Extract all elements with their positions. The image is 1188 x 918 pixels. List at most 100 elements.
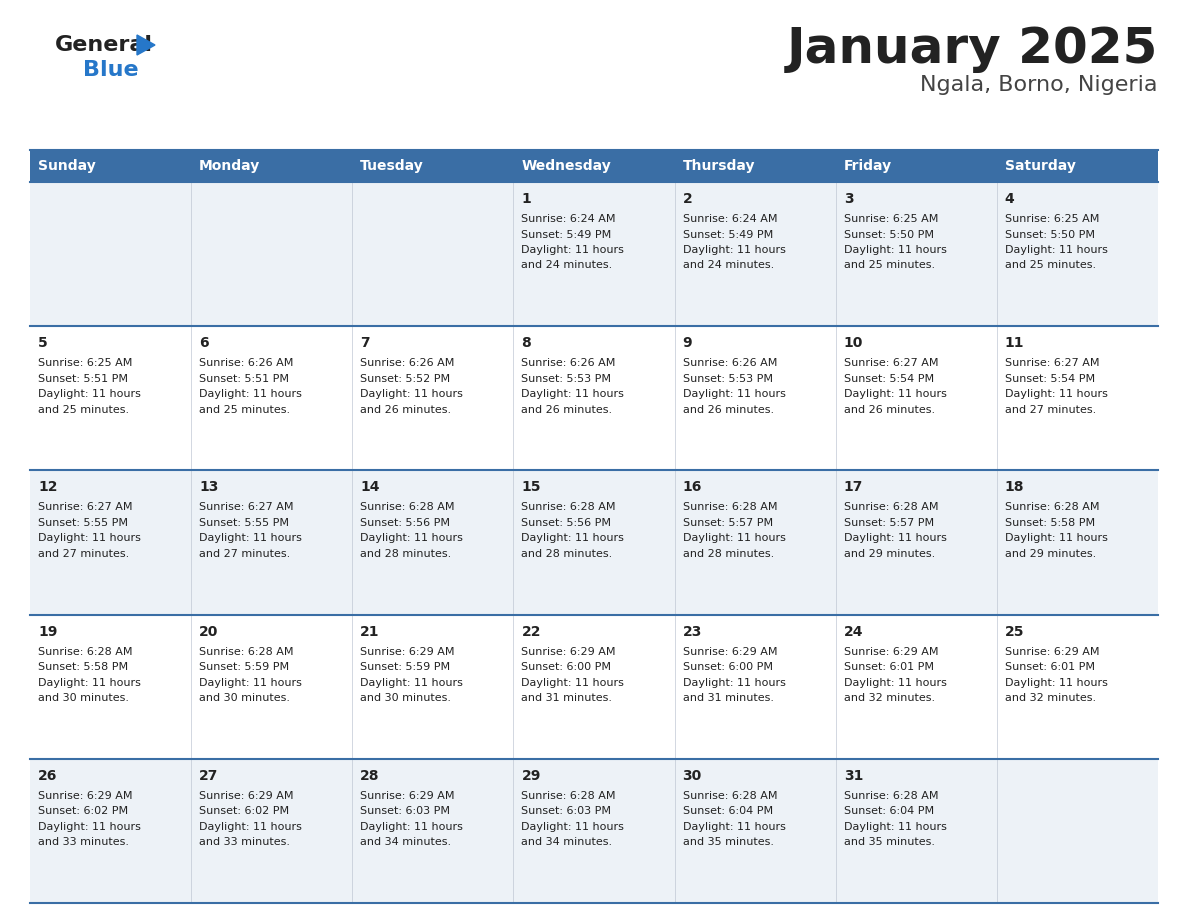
Text: 9: 9 — [683, 336, 693, 350]
Bar — [675, 470, 835, 614]
Text: 18: 18 — [1005, 480, 1024, 495]
Text: Daylight: 11 hours: Daylight: 11 hours — [200, 677, 302, 688]
Bar — [353, 470, 513, 614]
Text: Daylight: 11 hours: Daylight: 11 hours — [38, 677, 141, 688]
Text: Daylight: 11 hours: Daylight: 11 hours — [683, 822, 785, 832]
Text: Sunset: 5:57 PM: Sunset: 5:57 PM — [683, 518, 772, 528]
Text: Daylight: 11 hours: Daylight: 11 hours — [360, 822, 463, 832]
Bar — [835, 614, 997, 759]
Text: and 32 minutes.: and 32 minutes. — [843, 693, 935, 703]
Text: Daylight: 11 hours: Daylight: 11 hours — [843, 677, 947, 688]
Text: Sunset: 5:59 PM: Sunset: 5:59 PM — [200, 662, 289, 672]
Text: Daylight: 11 hours: Daylight: 11 hours — [38, 389, 141, 399]
Text: 26: 26 — [38, 768, 57, 783]
Bar — [191, 759, 353, 903]
Text: Sunrise: 6:29 AM: Sunrise: 6:29 AM — [360, 790, 455, 800]
Bar — [513, 614, 675, 759]
Text: Sunset: 5:53 PM: Sunset: 5:53 PM — [683, 374, 772, 384]
Text: and 35 minutes.: and 35 minutes. — [683, 837, 773, 847]
Bar — [353, 150, 513, 182]
Bar — [513, 759, 675, 903]
Text: Sunset: 5:57 PM: Sunset: 5:57 PM — [843, 518, 934, 528]
Bar — [353, 614, 513, 759]
Text: Daylight: 11 hours: Daylight: 11 hours — [38, 533, 141, 543]
Text: and 35 minutes.: and 35 minutes. — [843, 837, 935, 847]
Text: Sunrise: 6:28 AM: Sunrise: 6:28 AM — [683, 790, 777, 800]
Text: Sunset: 6:00 PM: Sunset: 6:00 PM — [683, 662, 772, 672]
Text: 8: 8 — [522, 336, 531, 350]
Text: Daylight: 11 hours: Daylight: 11 hours — [360, 533, 463, 543]
Text: Sunrise: 6:27 AM: Sunrise: 6:27 AM — [843, 358, 939, 368]
Text: and 31 minutes.: and 31 minutes. — [683, 693, 773, 703]
Text: and 33 minutes.: and 33 minutes. — [200, 837, 290, 847]
Text: Ngala, Borno, Nigeria: Ngala, Borno, Nigeria — [921, 75, 1158, 95]
Text: and 30 minutes.: and 30 minutes. — [200, 693, 290, 703]
Text: Sunrise: 6:29 AM: Sunrise: 6:29 AM — [200, 790, 293, 800]
Text: 4: 4 — [1005, 192, 1015, 206]
Text: Wednesday: Wednesday — [522, 159, 611, 173]
Text: 11: 11 — [1005, 336, 1024, 350]
Text: 3: 3 — [843, 192, 853, 206]
Text: 28: 28 — [360, 768, 380, 783]
Bar — [675, 182, 835, 326]
Text: Sunrise: 6:28 AM: Sunrise: 6:28 AM — [843, 502, 939, 512]
Text: 24: 24 — [843, 624, 864, 639]
Text: Sunset: 6:04 PM: Sunset: 6:04 PM — [843, 806, 934, 816]
Text: Sunrise: 6:29 AM: Sunrise: 6:29 AM — [360, 646, 455, 656]
Bar — [997, 759, 1158, 903]
Text: 29: 29 — [522, 768, 541, 783]
Text: Daylight: 11 hours: Daylight: 11 hours — [38, 822, 141, 832]
Text: and 29 minutes.: and 29 minutes. — [1005, 549, 1097, 559]
Text: and 24 minutes.: and 24 minutes. — [522, 261, 613, 271]
Text: Sunset: 6:04 PM: Sunset: 6:04 PM — [683, 806, 772, 816]
Text: Sunrise: 6:28 AM: Sunrise: 6:28 AM — [38, 646, 133, 656]
Text: Sunrise: 6:29 AM: Sunrise: 6:29 AM — [522, 646, 615, 656]
Bar — [835, 182, 997, 326]
Text: Sunrise: 6:28 AM: Sunrise: 6:28 AM — [522, 502, 615, 512]
Text: Daylight: 11 hours: Daylight: 11 hours — [360, 677, 463, 688]
Text: and 28 minutes.: and 28 minutes. — [683, 549, 773, 559]
Bar — [675, 759, 835, 903]
Text: Sunrise: 6:25 AM: Sunrise: 6:25 AM — [38, 358, 132, 368]
Text: Sunset: 6:01 PM: Sunset: 6:01 PM — [843, 662, 934, 672]
Text: and 25 minutes.: and 25 minutes. — [843, 261, 935, 271]
Text: Sunrise: 6:27 AM: Sunrise: 6:27 AM — [200, 502, 293, 512]
Bar — [513, 150, 675, 182]
Text: Daylight: 11 hours: Daylight: 11 hours — [200, 389, 302, 399]
Text: Sunrise: 6:24 AM: Sunrise: 6:24 AM — [522, 214, 615, 224]
Text: Sunrise: 6:29 AM: Sunrise: 6:29 AM — [843, 646, 939, 656]
Text: 5: 5 — [38, 336, 48, 350]
Text: Monday: Monday — [200, 159, 260, 173]
Text: Daylight: 11 hours: Daylight: 11 hours — [683, 389, 785, 399]
Text: Sunday: Sunday — [38, 159, 96, 173]
Bar — [30, 182, 191, 326]
Text: Sunset: 5:58 PM: Sunset: 5:58 PM — [38, 662, 128, 672]
Text: 19: 19 — [38, 624, 57, 639]
Text: 31: 31 — [843, 768, 864, 783]
Text: Sunset: 6:03 PM: Sunset: 6:03 PM — [360, 806, 450, 816]
Text: and 27 minutes.: and 27 minutes. — [1005, 405, 1097, 415]
Text: and 26 minutes.: and 26 minutes. — [360, 405, 451, 415]
Text: and 34 minutes.: and 34 minutes. — [522, 837, 613, 847]
Bar — [30, 326, 191, 470]
Text: Daylight: 11 hours: Daylight: 11 hours — [843, 533, 947, 543]
Text: Sunrise: 6:28 AM: Sunrise: 6:28 AM — [360, 502, 455, 512]
Bar — [30, 759, 191, 903]
Bar — [675, 150, 835, 182]
Polygon shape — [137, 35, 154, 55]
Text: 22: 22 — [522, 624, 541, 639]
Text: Blue: Blue — [83, 60, 139, 80]
Text: and 26 minutes.: and 26 minutes. — [843, 405, 935, 415]
Text: Sunset: 5:54 PM: Sunset: 5:54 PM — [1005, 374, 1095, 384]
Bar — [353, 182, 513, 326]
Text: and 24 minutes.: and 24 minutes. — [683, 261, 773, 271]
Text: and 27 minutes.: and 27 minutes. — [38, 549, 129, 559]
Text: Sunrise: 6:26 AM: Sunrise: 6:26 AM — [360, 358, 455, 368]
Bar — [191, 150, 353, 182]
Text: Daylight: 11 hours: Daylight: 11 hours — [843, 389, 947, 399]
Text: Daylight: 11 hours: Daylight: 11 hours — [683, 677, 785, 688]
Bar — [513, 326, 675, 470]
Text: and 33 minutes.: and 33 minutes. — [38, 837, 129, 847]
Text: 27: 27 — [200, 768, 219, 783]
Bar — [191, 614, 353, 759]
